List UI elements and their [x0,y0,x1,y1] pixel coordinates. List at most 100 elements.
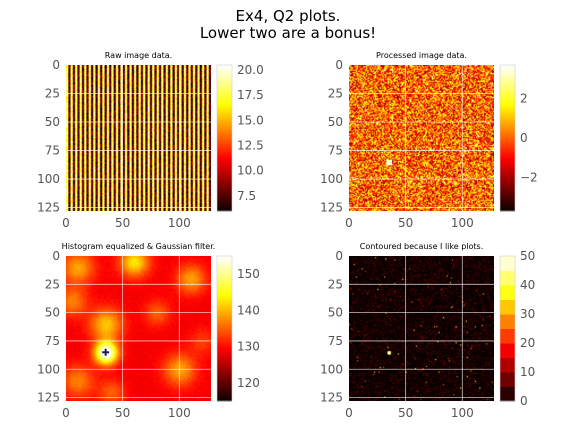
colorbar-segment [217,344,232,348]
colorbar-segment [217,161,232,165]
subplot-grid: Raw image data.0 50 100025507510012520.017… [37,51,538,420]
colorbar-segment [500,94,515,97]
colorbar-frame [216,64,233,212]
colorbar-segment [217,335,232,339]
colorbar-segment [500,112,515,115]
colorbar-segment [500,194,515,197]
y-tick-label: 25 [45,87,60,101]
colorbar-frame [216,255,233,402]
colorbar-segment [500,147,515,150]
x-tick-label: 100 [168,216,191,230]
colorbar-segment [217,99,232,102]
figure-title-line-2: Lower two are a bonus! [200,24,376,42]
colorbar-segment [500,110,515,113]
x-tick-label: 100 [451,216,474,230]
colorbar-segment [500,125,515,128]
colorbar-segment [217,136,232,139]
y-tick-label: 125 [320,391,343,405]
colorbar-segment [217,339,232,342]
y-tick-label: 75 [328,144,343,158]
colorbar-segment [500,72,515,75]
y-tick-label: 50 [328,306,343,320]
colorbar-segment [217,333,232,337]
colorbar-segment [217,388,232,391]
colorbar-segment [217,90,232,93]
colorbar-segment [217,174,232,177]
colorbar-segment [217,375,232,378]
colorbar-segment [217,134,232,137]
colorbar-segment [500,123,515,126]
colorbar-tick-label: 20.0 [237,63,264,77]
x-tick-label: 0 [62,406,70,420]
colorbar-segment [217,299,232,302]
colorbar-segment [500,81,515,84]
colorbar-segment [217,324,232,328]
colorbar-segment [217,72,232,75]
colorbar-segment [500,174,515,177]
colorbar-segment [217,370,232,373]
y-tick-label: 50 [328,115,343,129]
figure-title-line-1: Ex4, Q2 plots. [236,7,341,25]
colorbar-tick-label: 10.0 [237,164,264,178]
colorbar-segment [217,315,232,319]
colorbar-segment [217,279,232,282]
colorbar-segment [500,299,515,315]
colorbar-segment [217,81,232,84]
colorbar-segment [217,277,232,281]
colorbar-segment [217,361,232,364]
colorbar-segment [217,265,232,268]
colorbar-segment [500,108,515,112]
x-tick-label: 0 [345,216,353,230]
colorbar-segment [500,116,515,119]
colorbar-segment [217,306,232,310]
colorbar-segment [500,179,515,183]
colorbar-segment [217,170,232,174]
colorbar-segment [217,179,232,183]
colorbar-segment [217,103,232,106]
colorbar-segment [217,397,232,400]
colorbar-segment [217,281,232,284]
colorbar-tick-label: 130 [237,340,260,354]
colorbar-segment [500,106,515,110]
colorbar-segment [217,384,232,387]
colorbar-segment [500,105,515,108]
colorbar-segment [500,169,515,172]
subplot-1: Raw image data. 0 50 100 0 25 50 75 100 125 20.0 17… [37,51,264,230]
colorbar-tick-label: 30 [520,307,535,321]
colorbar-segment [500,119,515,123]
colorbar-segment [500,154,515,157]
colorbar-segment [217,283,232,286]
colorbar-segment [500,74,515,77]
colorbar-segment [217,294,232,297]
colorbar-segment [217,209,232,212]
colorbar-segment [500,128,515,132]
y-tick-label: 25 [328,277,343,291]
y-tick-label: 0 [52,249,60,263]
colorbar-segment [500,96,515,99]
y-tick-label: 75 [45,334,60,348]
colorbar-segment [217,314,232,317]
colorbar-segment [217,159,232,163]
colorbar-segment [217,77,232,81]
colorbar-segment [217,94,232,97]
y-tick-label: 100 [37,172,60,186]
colorbar-segment [500,83,515,86]
colorbar-segment [500,163,515,166]
colorbar-segment [217,130,232,134]
colorbar-segment [217,330,232,333]
colorbar-segment [217,266,232,270]
colorbar-segment [217,119,232,123]
colorbar-segment [217,263,232,266]
colorbar-segment [217,88,232,92]
colorbar-segment [217,105,232,108]
colorbar-segment [217,285,232,288]
colorbar-segment [217,326,232,329]
colorbar-segment [500,207,515,210]
colorbar-segment [500,68,515,71]
colorbar-segment [217,372,232,375]
colorbar-segment [217,362,232,366]
y-tick-label: 25 [328,87,343,101]
colorbar-segment [217,176,232,179]
y-tick-label: 100 [320,362,343,376]
